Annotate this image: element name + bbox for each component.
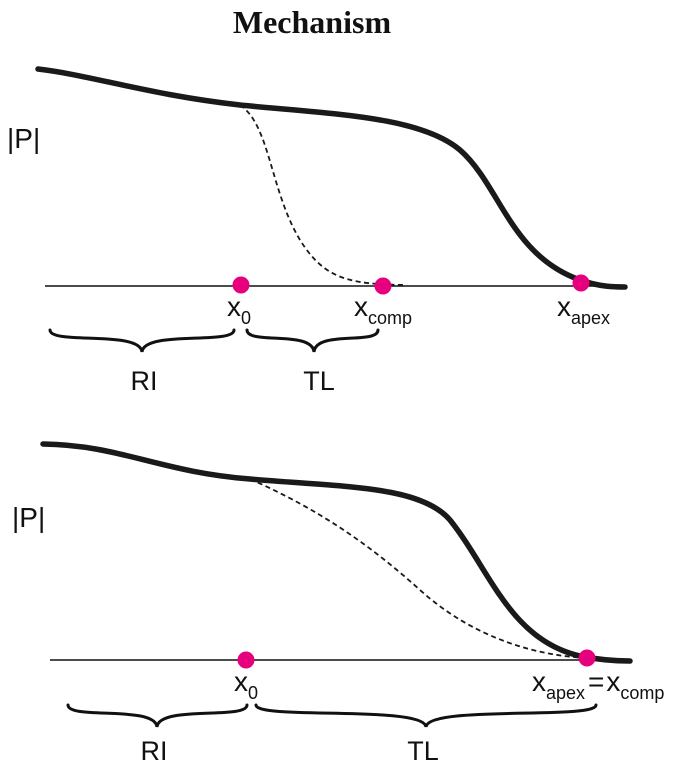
bottom-brace-tl-label: TL <box>407 736 439 766</box>
top-marker-x0 <box>232 276 250 294</box>
bottom-y-axis-label: |P| <box>12 502 45 533</box>
top-brace-tl <box>245 328 380 353</box>
top-marker-xcomp <box>374 277 392 295</box>
bottom-brace-ri <box>66 703 249 728</box>
top-label-x0: x0 <box>227 291 251 328</box>
top-panel: |P| x0 xcomp xapex RI TL <box>7 66 628 396</box>
bottom-label-x0: x0 <box>234 666 258 703</box>
top-marker-xapex <box>572 274 590 292</box>
top-solid-curve <box>35 66 628 290</box>
top-label-xcomp: xcomp <box>354 291 412 328</box>
diagram-title: Mechanism <box>233 4 392 40</box>
bottom-solid-curve <box>40 441 633 664</box>
bottom-marker-x0 <box>237 651 255 669</box>
top-label-xapex: xapex <box>557 291 610 328</box>
bottom-brace-tl <box>254 703 598 728</box>
bottom-panel: |P| x0 xapex =xcomp RI TL <box>12 441 664 766</box>
bottom-brace-ri-label: RI <box>141 736 168 766</box>
top-brace-ri <box>48 328 236 353</box>
bottom-marker-xapex <box>578 649 596 667</box>
bottom-dashed-curve <box>249 478 587 659</box>
top-brace-ri-label: RI <box>131 366 158 396</box>
bottom-label-xapex-eq-xcomp: xapex =xcomp <box>532 666 664 703</box>
top-brace-tl-label: TL <box>303 366 335 396</box>
top-dashed-curve <box>239 104 406 286</box>
top-y-axis-label: |P| <box>7 123 40 154</box>
